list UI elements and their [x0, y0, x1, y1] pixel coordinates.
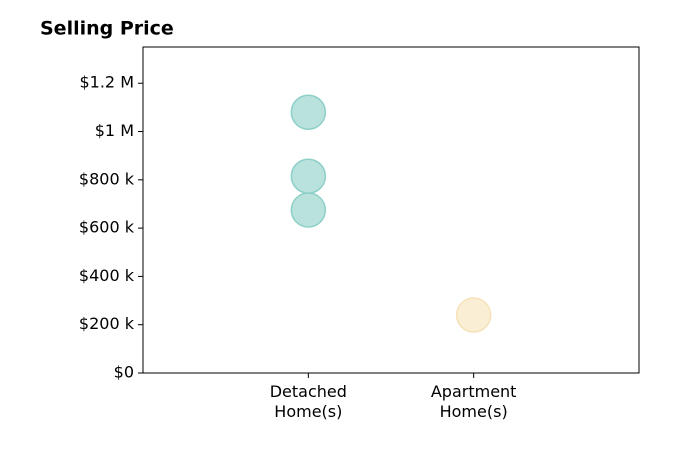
point [290, 192, 327, 228]
point [290, 158, 327, 194]
y-tick-label: $1.2 M [79, 73, 134, 92]
x-tick-label: Detached Home(s) [269, 382, 347, 421]
point [455, 297, 492, 333]
y-tick-label: $400 k [79, 266, 135, 285]
y-tick-label: $800 k [79, 169, 135, 188]
y-tick-label: $1 M [95, 121, 134, 140]
y-tick-label: $0 [114, 363, 134, 382]
chart-title: Selling Price [40, 18, 174, 40]
y-tick-label: $200 k [79, 314, 135, 333]
plot-frame [142, 46, 640, 374]
y-tick-label: $600 k [79, 218, 135, 237]
point [290, 94, 327, 130]
x-tick-label: Apartment Home(s) [430, 382, 517, 421]
